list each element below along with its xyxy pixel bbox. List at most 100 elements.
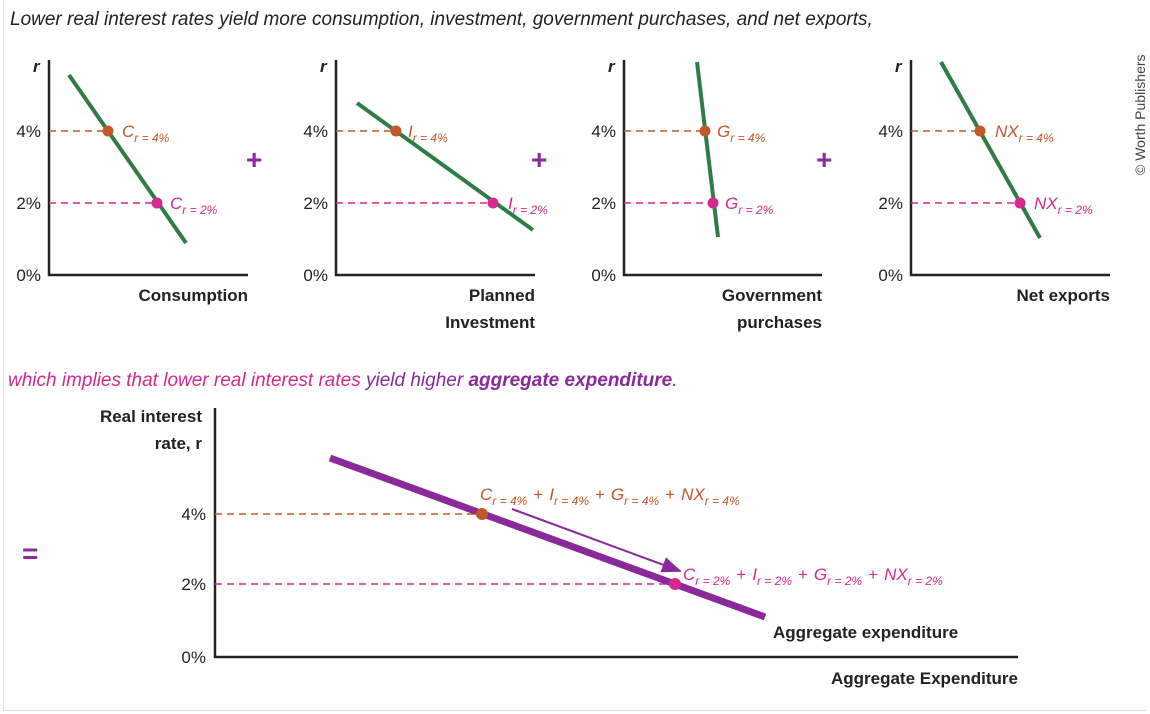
tick-label: 2% bbox=[303, 194, 328, 213]
label-2-sub: r = 2% bbox=[182, 203, 217, 217]
agg-tick-0: 0% bbox=[181, 648, 206, 667]
demand-curve bbox=[67, 73, 188, 245]
tick-label: 4% bbox=[591, 122, 616, 141]
plus-sign: + bbox=[246, 144, 262, 175]
term-sub: r = 4% bbox=[554, 494, 589, 508]
tick-label: 0% bbox=[878, 266, 903, 285]
label-4-sub: r = 4% bbox=[413, 131, 448, 145]
term-main: C bbox=[480, 485, 493, 504]
agg-tick-4: 4% bbox=[181, 505, 206, 524]
term-sub: r = 2% bbox=[827, 574, 862, 588]
tick-label: 2% bbox=[878, 194, 903, 213]
plus-sign: + bbox=[531, 144, 547, 175]
term-sub: r = 4% bbox=[624, 494, 659, 508]
term-sub: r = 2% bbox=[908, 574, 943, 588]
shift-arrow bbox=[511, 508, 682, 573]
aggregate-expenditure-curve bbox=[328, 454, 767, 621]
y-axis-label: r bbox=[320, 57, 328, 76]
label-2-sub: r = 2% bbox=[738, 203, 773, 217]
agg-point-2 bbox=[669, 578, 681, 590]
y-axis-label: r bbox=[33, 57, 41, 76]
term-main: NX bbox=[681, 485, 705, 504]
term-sub: r = 4% bbox=[705, 494, 740, 508]
caption-purple: yield higher bbox=[364, 370, 468, 391]
caption-bold: aggregate expenditure bbox=[468, 370, 672, 391]
y-axis-label: r bbox=[608, 57, 616, 76]
point-4 bbox=[102, 125, 114, 137]
label-2-sub: r = 2% bbox=[1058, 203, 1093, 217]
tick-label: 0% bbox=[16, 266, 41, 285]
term-main: G bbox=[611, 485, 624, 504]
point-2 bbox=[487, 197, 499, 209]
term-sub: r = 2% bbox=[757, 574, 792, 588]
tick-label: 4% bbox=[303, 122, 328, 141]
x-axis-title: Planned bbox=[469, 286, 535, 305]
demand-curve bbox=[695, 61, 720, 238]
label-4-main: C bbox=[122, 122, 135, 141]
term-main: NX bbox=[884, 565, 908, 584]
plus-sign: + bbox=[816, 144, 832, 175]
label-4-main: I bbox=[408, 122, 413, 141]
middle-caption: which implies that lower real interest r… bbox=[8, 370, 678, 391]
equals-sign: = bbox=[22, 538, 38, 569]
point-4 bbox=[699, 125, 711, 137]
x-axis-title: Consumption bbox=[138, 286, 248, 305]
label-4-sub: r = 4% bbox=[1019, 131, 1054, 145]
label-2: Gr = 2% bbox=[725, 194, 774, 217]
tick-label: 0% bbox=[591, 266, 616, 285]
term-sub: r = 2% bbox=[695, 574, 730, 588]
plus: + bbox=[665, 485, 675, 504]
label-2: Cr = 2% bbox=[170, 194, 218, 217]
tick-label: 2% bbox=[591, 194, 616, 213]
plus: + bbox=[798, 565, 808, 584]
label-2: Ir = 2% bbox=[508, 194, 548, 217]
label-4-main: NX bbox=[995, 122, 1019, 141]
agg-tick-2: 2% bbox=[181, 575, 206, 594]
x-axis-title: purchases bbox=[737, 313, 822, 332]
agg-y-label-2: rate, r bbox=[155, 434, 203, 453]
point-4 bbox=[390, 125, 402, 137]
label-2-sub: r = 2% bbox=[513, 203, 548, 217]
label-4-main: G bbox=[717, 122, 730, 141]
tick-label: 2% bbox=[16, 194, 41, 213]
term-sub: r = 4% bbox=[492, 494, 527, 508]
tick-label: 4% bbox=[878, 122, 903, 141]
plus: + bbox=[868, 565, 878, 584]
agg-point-4 bbox=[476, 508, 488, 520]
tick-label: 0% bbox=[303, 266, 328, 285]
figure-frame bbox=[3, 0, 1147, 711]
term-main: C bbox=[683, 565, 696, 584]
label-4: Cr = 4% bbox=[122, 122, 170, 145]
agg-label-4: Cr = 4% + Ir = 4% + Gr = 4% + NXr = 4% bbox=[480, 485, 740, 508]
axes bbox=[334, 60, 535, 277]
agg-label-2: Cr = 2% + Ir = 2% + Gr = 2% + NXr = 2% bbox=[683, 565, 943, 588]
demand-curve bbox=[939, 61, 1042, 239]
plus: + bbox=[595, 485, 605, 504]
tick-label: 4% bbox=[16, 122, 41, 141]
label-2-main: NX bbox=[1034, 194, 1058, 213]
plus: + bbox=[533, 485, 543, 504]
panel-government-purchases: r4%2%0%Gr = 4%Gr = 2%Governmentpurchases… bbox=[591, 57, 832, 332]
label-2: NXr = 2% bbox=[1034, 194, 1093, 217]
panel-net-exports: r4%2%0%NXr = 4%NXr = 2%Net exports bbox=[878, 57, 1110, 305]
curve-label: Aggregate expenditure bbox=[773, 623, 958, 642]
caption-end: . bbox=[672, 370, 677, 391]
term-main: I bbox=[752, 565, 757, 584]
label-4: Ir = 4% bbox=[408, 122, 448, 145]
label-4: Gr = 4% bbox=[717, 122, 766, 145]
label-4-sub: r = 4% bbox=[730, 131, 765, 145]
axes bbox=[622, 60, 822, 277]
caption-pink: which implies that lower real interest r… bbox=[8, 370, 366, 391]
label-2-main: I bbox=[508, 194, 513, 213]
label-4: NXr = 4% bbox=[995, 122, 1054, 145]
point-2 bbox=[151, 197, 163, 209]
top-caption: Lower real interest rates yield more con… bbox=[10, 9, 873, 30]
label-4-sub: r = 4% bbox=[134, 131, 169, 145]
label-2-main: C bbox=[170, 194, 183, 213]
x-axis-title: Net exports bbox=[1016, 286, 1110, 305]
agg-x-label: Aggregate Expenditure bbox=[831, 669, 1018, 688]
aggregate-panel: = Real interest rate, r 4% 2% 0% Cr = 4%… bbox=[22, 407, 1018, 688]
y-axis-label: r bbox=[895, 57, 903, 76]
